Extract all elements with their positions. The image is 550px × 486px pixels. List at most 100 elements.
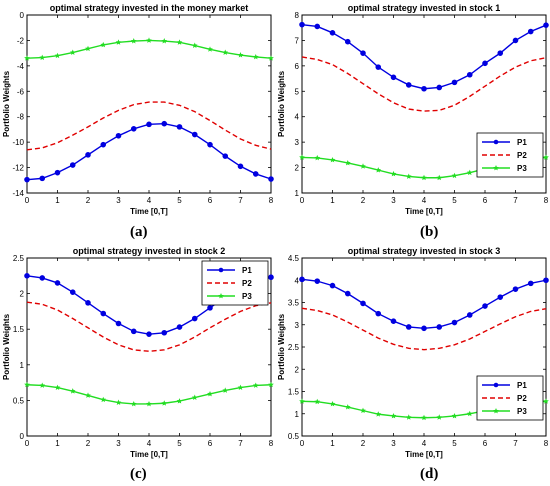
data-point-p3	[207, 390, 213, 397]
data-point-p3	[191, 42, 198, 48]
x-tick-label: 1	[55, 439, 60, 448]
x-tick-label: 1	[55, 196, 60, 205]
x-tick-label: 8	[269, 439, 274, 448]
y-axis-label: Portfolio Weights	[277, 70, 286, 137]
data-point-p3	[451, 172, 458, 179]
data-point-p1	[69, 162, 76, 168]
data-point-p1	[207, 305, 213, 311]
data-point-p1	[299, 276, 305, 283]
data-point-p1	[421, 325, 427, 332]
data-point-p1	[436, 84, 443, 91]
data-point-p1	[191, 131, 198, 138]
data-point-p3	[466, 410, 473, 417]
legend: P1 P2 P3	[201, 260, 269, 306]
data-point-p3	[24, 55, 30, 61]
y-tick-label: 2	[295, 365, 300, 374]
data-point-p1	[268, 176, 274, 182]
data-point-p1	[466, 71, 473, 78]
y-tick-label: 1.5	[288, 388, 300, 397]
data-point-p3	[543, 154, 549, 160]
x-tick-label: 1	[330, 196, 335, 205]
data-point-p1	[360, 300, 366, 307]
y-tick-label: 2	[295, 164, 300, 173]
data-point-p3	[390, 170, 397, 177]
data-point-p1	[54, 169, 61, 176]
data-point-p3	[421, 414, 427, 421]
y-tick-label: -14	[12, 189, 24, 198]
y-tick-label: 0.5	[288, 432, 300, 441]
data-point-p3	[69, 49, 76, 55]
data-point-p1	[314, 23, 321, 30]
y-tick-label: 7	[295, 36, 300, 45]
data-point-p3	[421, 174, 427, 181]
y-tick-label: -6	[17, 87, 25, 96]
y-tick-label: 0.5	[13, 396, 25, 405]
data-point-p1	[24, 176, 30, 183]
data-point-p3	[100, 396, 107, 403]
y-tick-label: 0	[20, 432, 25, 441]
x-tick-label: 5	[452, 196, 457, 205]
data-point-p1	[85, 300, 91, 306]
data-point-p1	[451, 79, 458, 86]
panel-caption: (c)	[130, 466, 147, 482]
data-point-p3	[268, 55, 274, 61]
x-tick-label: 8	[269, 196, 274, 205]
data-point-p1	[329, 282, 336, 289]
data-point-p3	[299, 398, 305, 404]
data-point-p1	[115, 320, 122, 327]
y-axis-label: Portfolio Weights	[277, 313, 286, 380]
x-tick-label: 4	[147, 196, 152, 205]
chart-panel-4: optimal strategy invested in stock 3 0 1 2 3…	[277, 246, 549, 459]
legend-label: P1	[517, 138, 527, 147]
plot-area	[26, 14, 272, 194]
data-point-p3	[146, 37, 152, 43]
chart-title: optimal strategy invested in stock 3	[348, 246, 501, 256]
data-point-p3	[360, 407, 366, 414]
x-tick-label: 2	[86, 439, 91, 448]
y-tick-label: -12	[12, 164, 24, 173]
legend-label: P3	[517, 164, 527, 173]
legend: P1 P2 P3	[476, 132, 544, 178]
panel-caption: (d)	[420, 466, 439, 482]
y-tick-label: -2	[17, 36, 25, 45]
data-point-p3	[436, 414, 443, 420]
legend-label: P2	[242, 279, 252, 288]
x-tick-label: 0	[25, 196, 30, 205]
data-point-p3	[115, 39, 122, 45]
x-tick-label: 6	[208, 439, 213, 448]
data-point-p1	[375, 310, 382, 317]
panel-caption: (b)	[420, 224, 439, 240]
x-tick-label: 2	[361, 439, 366, 448]
data-point-p3	[24, 381, 30, 388]
x-tick-label: 3	[391, 196, 396, 205]
series-line-p2	[301, 56, 547, 112]
series-line-p2	[26, 301, 272, 352]
data-point-p3	[161, 38, 168, 44]
data-point-p3	[314, 154, 321, 161]
legend-label: P3	[517, 407, 527, 416]
data-point-p3	[115, 399, 122, 405]
data-point-p1	[512, 37, 519, 44]
y-axis-label: Portfolio Weights	[2, 70, 11, 137]
x-tick-label: 4	[422, 196, 427, 205]
x-tick-label: 8	[544, 196, 549, 205]
y-tick-label: 1	[20, 361, 25, 370]
data-point-p1	[130, 125, 137, 132]
data-point-p3	[100, 41, 107, 48]
data-point-p3	[85, 45, 91, 52]
data-point-p3	[405, 414, 412, 420]
data-point-p1	[268, 274, 274, 281]
x-tick-label: 6	[483, 196, 488, 205]
data-point-p3	[329, 156, 336, 163]
data-point-p1	[161, 120, 168, 127]
x-tick-label: 3	[391, 439, 396, 448]
data-point-p1	[39, 275, 46, 281]
data-point-p1	[176, 324, 183, 330]
y-tick-label: 4	[295, 276, 300, 285]
x-tick-label: 2	[361, 196, 366, 205]
data-point-p1	[54, 280, 61, 286]
data-point-p1	[390, 74, 397, 81]
data-point-p1	[482, 303, 488, 309]
y-tick-label: 4.5	[288, 254, 300, 263]
x-tick-label: 0	[300, 439, 305, 448]
